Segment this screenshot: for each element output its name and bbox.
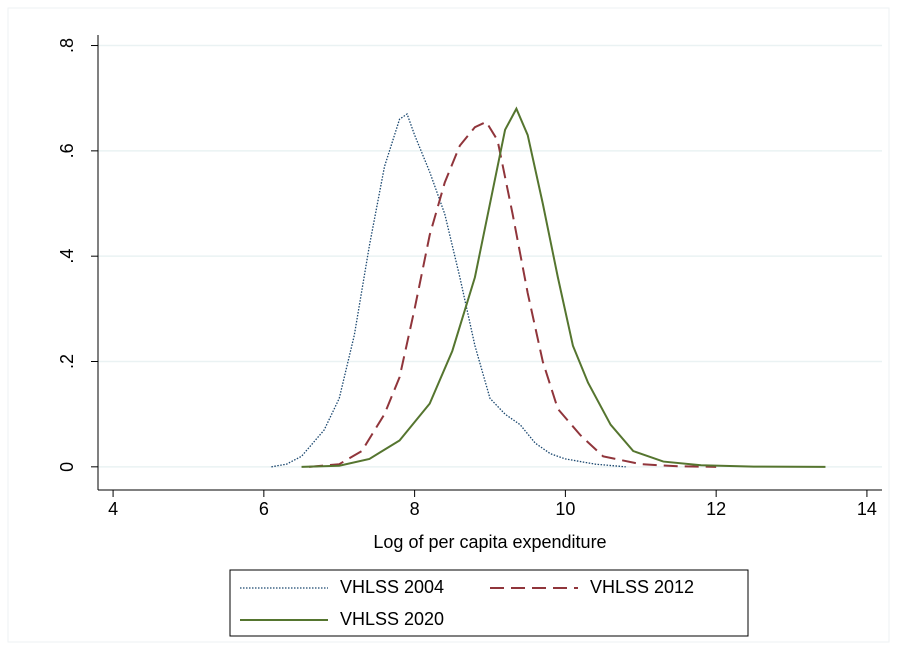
- legend-label: VHLSS 2004: [340, 577, 444, 597]
- x-axis-label: Log of per capita expenditure: [373, 532, 606, 552]
- y-tick-label: .4: [57, 249, 77, 264]
- legend-box: [229, 569, 749, 637]
- legend-label: VHLSS 2012: [590, 577, 694, 597]
- x-tick-label: 12: [706, 499, 726, 519]
- density-line: [301, 106, 826, 468]
- y-tick-label: .2: [57, 354, 77, 369]
- x-tick-label: 6: [259, 499, 269, 519]
- density-line: [308, 120, 717, 468]
- y-tick-label: 0: [57, 462, 77, 472]
- graph-region: [7, 7, 890, 643]
- legend-label: VHLSS 2020: [340, 609, 444, 629]
- density-line: [271, 112, 626, 468]
- x-tick-label: 4: [108, 499, 118, 519]
- y-tick-label: .8: [57, 38, 77, 53]
- y-tick-label: .6: [57, 143, 77, 158]
- x-tick-label: 10: [555, 499, 575, 519]
- x-tick-label: 8: [410, 499, 420, 519]
- x-tick-label: 14: [857, 499, 877, 519]
